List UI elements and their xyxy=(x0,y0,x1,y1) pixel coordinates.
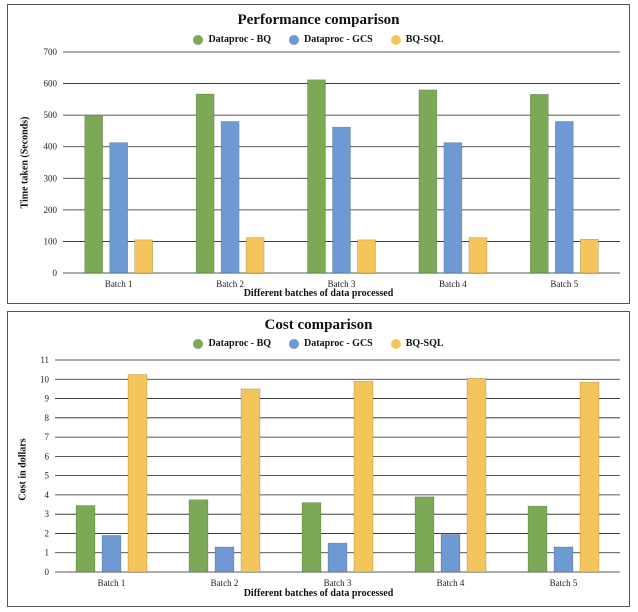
bar-bq-sql xyxy=(134,239,153,274)
legend-swatch-dataproc-gcs xyxy=(289,338,300,349)
bar-dataproc-bq xyxy=(301,502,322,573)
legend-swatch-dataproc-bq xyxy=(193,338,204,349)
legend-label: Dataproc - GCS xyxy=(304,34,373,45)
bar-dataproc-bq xyxy=(188,499,209,573)
bar-dataproc-gcs xyxy=(440,534,461,573)
performance-chart-panel: Performance comparison Dataproc - BQ Dat… xyxy=(7,4,630,304)
chart-title: Cost comparison xyxy=(264,317,373,333)
y-tick-label: 4 xyxy=(45,490,50,500)
bar-bq-sql xyxy=(466,378,487,573)
bar-bq-sql xyxy=(579,238,599,274)
x-tick-label: Batch 4 xyxy=(437,578,465,588)
bar-dataproc-bq xyxy=(529,94,549,274)
y-tick-label: 10 xyxy=(40,374,50,384)
y-tick-label: 500 xyxy=(44,110,58,120)
y-tick-label: 7 xyxy=(45,432,50,442)
y-tick-label: 1 xyxy=(45,548,50,558)
y-tick-label: 6 xyxy=(45,451,50,461)
x-tick-label: Batch 2 xyxy=(211,578,239,588)
bar-bq-sql xyxy=(353,380,374,573)
bar-dataproc-gcs xyxy=(554,121,574,274)
chart-legend: Dataproc - BQ Dataproc - GCS BQ-SQL xyxy=(8,34,629,45)
bar-bq-sql xyxy=(127,374,148,573)
x-tick-label: Batch 2 xyxy=(216,279,244,289)
bar-dataproc-bq xyxy=(84,115,103,274)
y-tick-label: 0 xyxy=(53,268,58,278)
legend-item-dataproc-bq: Dataproc - BQ xyxy=(193,338,271,349)
bar-dataproc-gcs xyxy=(327,542,348,573)
cost-bar-chart: 0 1 2 3 4 5 6 7 8 9 10 11 Batch 1 Batch 2 Batch 3 Batch… xyxy=(40,355,620,588)
legend-item-dataproc-gcs: Dataproc - GCS xyxy=(289,338,373,349)
bar-dataproc-gcs xyxy=(109,142,128,274)
bar-bq-sql xyxy=(245,237,265,274)
bar-dataproc-bq xyxy=(527,505,548,573)
chart-title: Performance comparison xyxy=(237,12,400,28)
legend-label: Dataproc - BQ xyxy=(208,34,272,45)
bar-dataproc-gcs xyxy=(101,535,122,573)
legend-swatch-bq-sql xyxy=(390,338,401,349)
x-tick-label: Batch 1 xyxy=(98,578,126,588)
legend-label: Dataproc - BQ xyxy=(208,338,272,349)
y-tick-label: 600 xyxy=(44,79,58,89)
chart-legend: Dataproc - BQ Dataproc - GCS BQ-SQL xyxy=(8,338,629,349)
legend-item-dataproc-bq: Dataproc - BQ xyxy=(193,34,271,45)
bar-dataproc-bq xyxy=(418,89,438,274)
bar-dataproc-gcs xyxy=(214,546,235,573)
x-tick-label: Batch 3 xyxy=(328,279,356,289)
x-tick-label: Batch 5 xyxy=(550,578,578,588)
y-tick-label: 300 xyxy=(44,173,58,183)
legend-label: BQ-SQL xyxy=(405,338,444,349)
y-tick-label: 3 xyxy=(45,509,50,519)
bar-dataproc-bq xyxy=(75,505,96,573)
y-tick-label: 200 xyxy=(44,205,58,215)
x-tick-label: Batch 3 xyxy=(324,578,352,588)
y-tick-label: 2 xyxy=(45,528,50,538)
legend-swatch-dataproc-bq xyxy=(193,34,204,45)
y-tick-label: 9 xyxy=(45,394,50,404)
y-tick-label: 700 xyxy=(44,47,58,57)
bar-bq-sql xyxy=(240,388,261,573)
bar-dataproc-bq xyxy=(195,93,215,274)
bar-bq-sql xyxy=(357,239,376,274)
bar-bq-sql xyxy=(468,237,488,274)
legend-item-dataproc-gcs: Dataproc - GCS xyxy=(289,34,373,45)
bar-dataproc-gcs xyxy=(553,546,574,573)
y-tick-label: 100 xyxy=(44,236,58,246)
legend-label: BQ-SQL xyxy=(405,34,444,45)
bar-dataproc-gcs xyxy=(220,121,240,274)
x-axis-title: Different batches of data processed xyxy=(243,288,394,299)
bar-bq-sql xyxy=(579,381,600,573)
y-tick-label: 8 xyxy=(45,413,50,423)
legend-item-bq-sql: BQ-SQL xyxy=(390,338,444,349)
bar-dataproc-bq xyxy=(307,79,326,274)
y-tick-label: 400 xyxy=(44,142,58,152)
y-tick-label: 5 xyxy=(45,471,50,481)
bar-dataproc-gcs xyxy=(443,142,463,274)
bar-dataproc-gcs xyxy=(332,126,351,274)
bar-dataproc-bq xyxy=(414,496,435,573)
legend-item-bq-sql: BQ-SQL xyxy=(390,34,444,45)
x-tick-label: Batch 4 xyxy=(439,279,467,289)
x-tick-label: Batch 1 xyxy=(105,279,133,289)
legend-label: Dataproc - GCS xyxy=(304,338,373,349)
y-tick-label: 0 xyxy=(45,567,50,577)
x-axis-title: Different batches of data processed xyxy=(243,588,394,599)
legend-swatch-bq-sql xyxy=(390,34,401,45)
legend-swatch-dataproc-gcs xyxy=(289,34,300,45)
y-tick-label: 11 xyxy=(40,355,49,365)
performance-bar-chart: 0 100 200 300 400 500 600 700 Batch 1 Batch 2 Batc… xyxy=(44,47,620,289)
cost-chart-panel: Cost comparison Dataproc - BQ Dataproc -… xyxy=(7,311,630,607)
x-tick-label: Batch 5 xyxy=(550,279,578,289)
